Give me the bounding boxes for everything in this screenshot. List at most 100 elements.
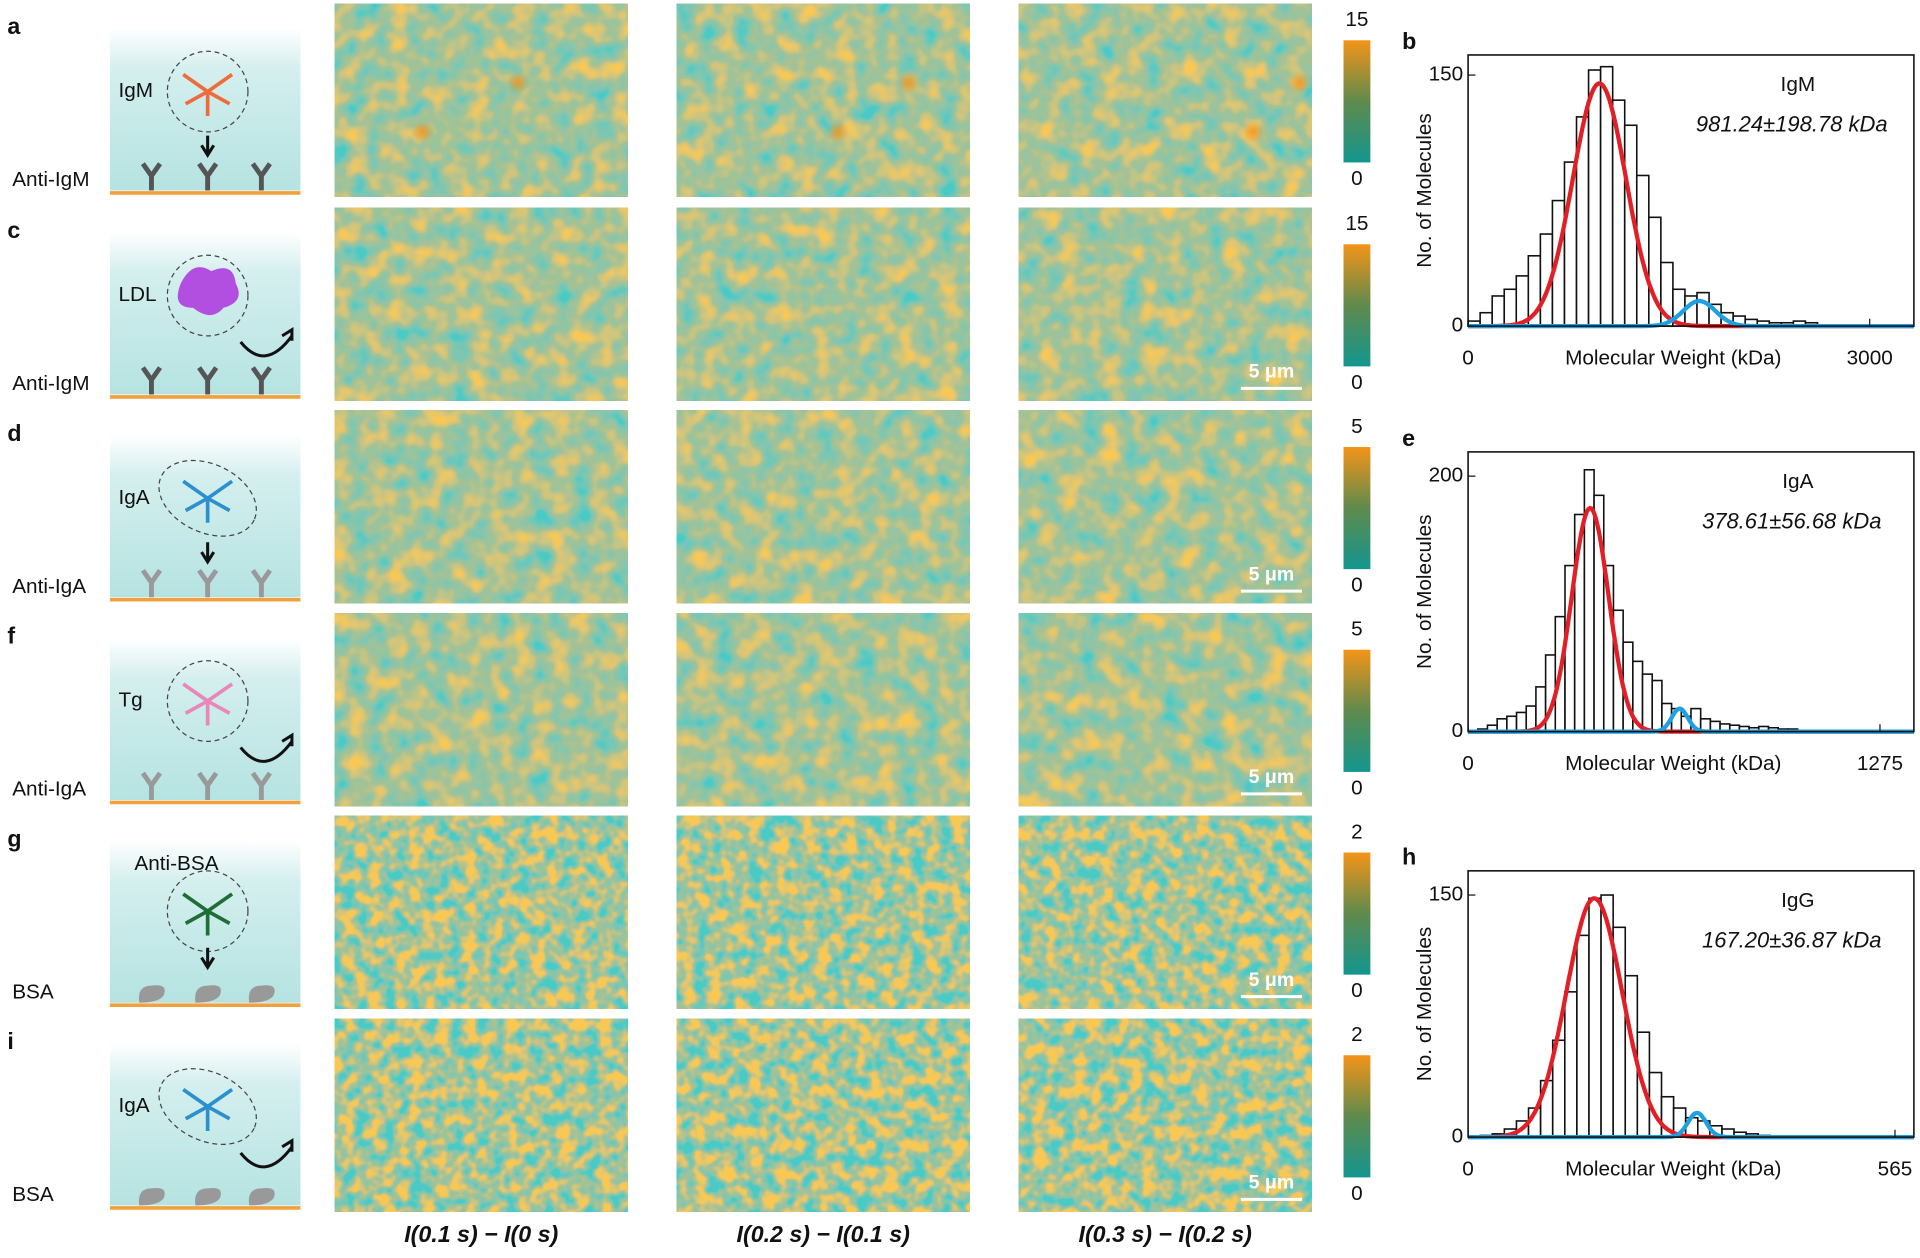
scale-bar-label: 5 μm <box>1249 361 1295 383</box>
column-label: I(0.1 s) − I(0 s) <box>404 1221 558 1247</box>
molecule-icon <box>182 682 234 726</box>
diff-image <box>676 207 970 401</box>
surface-label: Anti-IgA <box>12 778 86 801</box>
diff-image <box>1018 1018 1312 1212</box>
schematic-bg <box>109 28 301 191</box>
colorbar <box>1343 852 1371 975</box>
bar <box>1506 715 1518 733</box>
capture-antibody <box>140 366 163 395</box>
nobind-arrow <box>239 732 294 763</box>
bar <box>1651 679 1663 733</box>
capture-antibody <box>197 771 219 800</box>
particle-spot <box>897 72 920 95</box>
particle-spot <box>826 120 849 143</box>
annotation: 981.24±198.78 kDa <box>1696 112 1888 137</box>
diff-image <box>334 613 628 807</box>
diff-image <box>334 3 628 197</box>
molecule-label: Tg <box>118 689 142 712</box>
molecule-label: IgA <box>118 486 149 509</box>
scale-bar-label: 5 μm <box>1249 1172 1295 1194</box>
diff-image <box>676 410 970 604</box>
column-label: I(0.3 s) − I(0.2 s) <box>1079 1221 1253 1247</box>
diff-image <box>676 613 970 807</box>
schematic-bg <box>109 637 301 800</box>
diff-image <box>676 1018 970 1212</box>
colorbar-max: 2 <box>1351 1023 1363 1046</box>
dashed-circle <box>166 50 249 133</box>
dashed-circle <box>166 254 249 337</box>
colorbar <box>1343 40 1371 163</box>
surface-label: Anti-IgM <box>12 168 89 191</box>
annotation: 167.20±36.87 kDa <box>1702 927 1881 952</box>
capture-antibody <box>197 568 219 598</box>
y-tick-label: 150 <box>1429 63 1464 86</box>
y-tick-label: 0 <box>1452 1125 1464 1148</box>
molecule-label: LDL <box>118 283 156 306</box>
colorbar-min: 0 <box>1351 979 1363 1002</box>
plot-frame <box>1467 870 1915 1138</box>
diff-image <box>1018 815 1312 1009</box>
particle-spot <box>506 72 529 95</box>
capture-antibody <box>250 568 272 598</box>
molecule-icon <box>182 479 234 523</box>
bind-arrow <box>200 542 216 565</box>
panel-letter: c <box>7 217 20 243</box>
capture-antibody <box>140 568 163 598</box>
scale-bar-label: 5 μm <box>1249 766 1295 788</box>
bar <box>1641 673 1654 733</box>
column-label: I(0.2 s) − I(0.1 s) <box>737 1221 911 1247</box>
x-tick-label: 565 <box>1878 1158 1913 1181</box>
y-tick-label: 150 <box>1429 883 1464 906</box>
bsa <box>138 985 165 1003</box>
bsa <box>248 1187 275 1206</box>
surface-label: BSA <box>12 1183 54 1206</box>
fit-curve <box>1468 505 1914 734</box>
bsa <box>138 1187 165 1206</box>
x-tick-label: 0 <box>1462 347 1474 370</box>
diff-image <box>334 815 628 1009</box>
schematic <box>109 1043 301 1210</box>
colorbar-min: 0 <box>1351 776 1363 799</box>
bar <box>1696 291 1710 327</box>
colorbar-max: 15 <box>1345 212 1368 235</box>
diff-image <box>334 410 628 604</box>
bar <box>1587 69 1602 327</box>
surface-label: Anti-IgM <box>12 372 89 395</box>
schematic <box>109 840 301 1008</box>
capture-antibody <box>197 366 219 395</box>
bar <box>1588 897 1602 1138</box>
x-axis-label: Molecular Weight (kDa) <box>1565 1158 1781 1181</box>
diff-image <box>676 815 970 1009</box>
schematic-bg <box>109 1043 301 1206</box>
diff-image <box>1018 3 1312 197</box>
chart-letter: h <box>1402 844 1416 870</box>
colorbar <box>1343 447 1371 570</box>
bsa <box>248 985 275 1003</box>
nobind-arrow <box>239 327 294 358</box>
y-tick-label: 0 <box>1452 314 1464 337</box>
diff-image <box>1018 207 1312 401</box>
annotation-title: IgG <box>1781 889 1814 912</box>
surface-label: BSA <box>12 980 54 1003</box>
y-axis-label: No. of Molecules <box>1413 514 1436 669</box>
diff-image <box>334 1018 628 1212</box>
diff-image <box>1018 613 1312 807</box>
capture-antibody <box>197 162 219 191</box>
y-axis-label: No. of Molecules <box>1413 927 1436 1082</box>
panel-letter: a <box>7 13 21 39</box>
x-tick-label: 0 <box>1462 1158 1474 1181</box>
particle-spot <box>1288 72 1311 95</box>
capture-antibody <box>140 162 163 191</box>
capture-antibody <box>250 366 272 395</box>
scale-bar-label: 5 μm <box>1249 969 1295 991</box>
diff-image <box>1018 410 1312 604</box>
bar <box>1564 991 1578 1138</box>
molecule-label: Anti-BSA <box>134 852 218 875</box>
colorbar-max: 5 <box>1351 415 1363 438</box>
annotation: 378.61±56.68 kDa <box>1702 509 1881 534</box>
annotation-title: IgA <box>1782 470 1813 493</box>
bar <box>1491 295 1506 327</box>
surface-label: Anti-IgA <box>12 575 86 598</box>
schematic <box>109 434 301 602</box>
